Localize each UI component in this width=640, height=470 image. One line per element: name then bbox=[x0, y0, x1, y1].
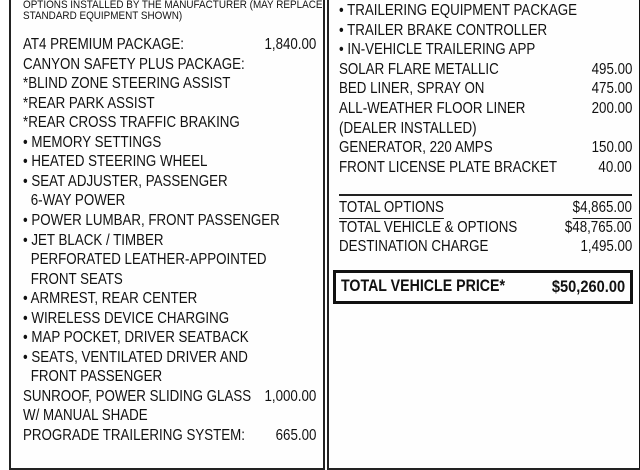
line-item: 6-WAY POWER bbox=[23, 191, 316, 211]
line-item: FRONT SEATS bbox=[23, 270, 316, 290]
divider bbox=[339, 194, 632, 196]
line-item: • POWER LUMBAR, FRONT PASSENGER bbox=[23, 211, 316, 231]
line-item-text: • SEATS, VENTILATED DRIVER AND bbox=[23, 348, 248, 366]
line-item-text: SUNROOF, POWER SLIDING GLASS bbox=[23, 387, 252, 405]
line-item-text: • IN-VEHICLE TRAILERING APP bbox=[339, 41, 536, 59]
line-item: ALL-WEATHER FLOOR LINER 200.00 bbox=[339, 99, 632, 119]
line-item: W/ MANUAL SHADE bbox=[23, 406, 316, 426]
line-item-text: • TRAILER BRAKE CONTROLLER bbox=[339, 21, 548, 39]
line-item-text: CANYON SAFETY PLUS PACKAGE: bbox=[23, 55, 245, 73]
line-item-text: • POWER LUMBAR, FRONT PASSENGER bbox=[23, 211, 280, 229]
options-header: OPTIONS INSTALLED BY THE MANUFACTURER (M… bbox=[23, 0, 323, 11]
line-item: • MAP POCKET, DRIVER SEATBACK bbox=[23, 328, 316, 348]
line-item: • SEATS, VENTILATED DRIVER AND bbox=[23, 348, 316, 368]
line-item: • IN-VEHICLE TRAILERING APP bbox=[339, 40, 632, 60]
line-item: SUNROOF, POWER SLIDING GLASS 1,000.00 bbox=[23, 387, 316, 407]
line-item: PROGRADE TRAILERING SYSTEM: 665.00 bbox=[23, 426, 316, 446]
total-price-label: TOTAL VEHICLE PRICE* bbox=[341, 277, 506, 295]
line-item-text: • SEAT ADJUSTER, PASSENGER bbox=[23, 172, 228, 190]
line-item-text: BED LINER, SPRAY ON bbox=[339, 80, 485, 98]
line-item: PERFORATED LEATHER-APPOINTED bbox=[23, 250, 316, 270]
line-item: • TRAILERING EQUIPMENT PACKAGE bbox=[339, 1, 632, 21]
line-item-text: 6-WAY POWER bbox=[30, 192, 126, 210]
line-item: BED LINER, SPRAY ON 475.00 bbox=[339, 79, 632, 99]
line-item: *REAR CROSS TRAFFIC BRAKING bbox=[23, 113, 316, 133]
total-price-amount: $50,260.00 bbox=[551, 277, 625, 296]
line-item: TOTAL OPTIONS $4,865.00 bbox=[339, 198, 632, 219]
line-item: • JET BLACK / TIMBER bbox=[23, 231, 316, 251]
line-item: GENERATOR, 220 AMPS 150.00 bbox=[339, 138, 632, 158]
line-item: • MEMORY SETTINGS bbox=[23, 133, 316, 153]
line-item: TOTAL VEHICLE & OPTIONS $48,765.00 bbox=[339, 218, 632, 238]
line-item: *BLIND ZONE STEERING ASSIST bbox=[23, 74, 316, 94]
options-panel-right: • TRAILERING EQUIPMENT PACKAGE • TRAILER … bbox=[327, 0, 640, 470]
line-item: *REAR PARK ASSIST bbox=[23, 94, 316, 114]
line-item-text: PERFORATED LEATHER-APPOINTED bbox=[30, 251, 267, 269]
line-item-amount: 1,840.00 bbox=[264, 36, 316, 53]
line-item-text: *REAR CROSS TRAFFIC BRAKING bbox=[23, 114, 240, 132]
line-item-text: *BLIND ZONE STEERING ASSIST bbox=[23, 75, 231, 93]
line-item-amount: 475.00 bbox=[591, 80, 632, 98]
line-item-text: • MAP POCKET, DRIVER SEATBACK bbox=[23, 329, 249, 347]
line-item: FRONT LICENSE PLATE BRACKET 40.00 bbox=[339, 158, 632, 178]
line-item: • TRAILER BRAKE CONTROLLER bbox=[339, 21, 632, 41]
line-item-amount: 40.00 bbox=[598, 158, 632, 176]
total-vehicle-price-box: TOTAL VEHICLE PRICE* $50,260.00 bbox=[333, 270, 633, 304]
line-item-text: • MEMORY SETTINGS bbox=[23, 133, 162, 151]
line-item-text: W/ MANUAL SHADE bbox=[23, 407, 148, 425]
line-item-text: (DEALER INSTALLED) bbox=[339, 119, 477, 137]
line-item-text: • ARMREST, REAR CENTER bbox=[23, 290, 198, 308]
line-item-text: *REAR PARK ASSIST bbox=[23, 94, 155, 112]
line-item-text: GENERATOR, 220 AMPS bbox=[339, 139, 493, 157]
line-item-amount: 1,495.00 bbox=[580, 238, 632, 256]
line-item: AT4 PREMIUM PACKAGE: 1,840.00 bbox=[23, 35, 316, 55]
line-item-text: TOTAL VEHICLE & OPTIONS bbox=[339, 218, 518, 236]
line-item-text: • TRAILERING EQUIPMENT PACKAGE bbox=[339, 2, 578, 19]
line-item-text: • WIRELESS DEVICE CHARGING bbox=[23, 309, 230, 327]
line-item-text: FRONT SEATS bbox=[30, 270, 123, 288]
line-item-amount: 665.00 bbox=[275, 427, 316, 444]
line-item-text: PROGRADE TRAILERING SYSTEM: bbox=[23, 427, 245, 444]
line-item-amount: 200.00 bbox=[591, 100, 632, 117]
line-item: • WIRELESS DEVICE CHARGING bbox=[23, 309, 316, 329]
line-item: FRONT PASSENGER bbox=[23, 367, 316, 387]
line-item-amount: 495.00 bbox=[591, 60, 632, 78]
line-item-text: FRONT PASSENGER bbox=[30, 368, 163, 386]
line-item: CANYON SAFETY PLUS PACKAGE: bbox=[23, 55, 316, 75]
line-item-amount: $4,865.00 bbox=[572, 198, 632, 219]
options-panel-left: OPTIONS INSTALLED BY THE MANUFACTURER (M… bbox=[9, 0, 325, 470]
line-item: • ARMREST, REAR CENTER bbox=[23, 289, 316, 309]
options-header: STANDARD EQUIPMENT SHOWN) bbox=[23, 10, 183, 22]
line-item: (DEALER INSTALLED) bbox=[339, 119, 632, 139]
line-item-text: • JET BLACK / TIMBER bbox=[23, 231, 164, 249]
line-item-text: SOLAR FLARE METALLIC bbox=[339, 60, 499, 78]
line-item: SOLAR FLARE METALLIC 495.00 bbox=[339, 60, 632, 80]
line-item-amount: 1,000.00 bbox=[264, 387, 316, 405]
line-item-amount: 150.00 bbox=[591, 139, 632, 157]
line-item-text: ALL-WEATHER FLOOR LINER bbox=[339, 100, 526, 117]
line-item-text: TOTAL OPTIONS bbox=[339, 198, 444, 219]
line-item-text: AT4 PREMIUM PACKAGE: bbox=[23, 36, 184, 53]
line-item: • SEAT ADJUSTER, PASSENGER bbox=[23, 172, 316, 192]
line-item: DESTINATION CHARGE 1,495.00 bbox=[339, 237, 632, 257]
line-item-text: DESTINATION CHARGE bbox=[339, 238, 489, 256]
line-item: • HEATED STEERING WHEEL bbox=[23, 152, 316, 172]
line-item-amount: $48,765.00 bbox=[565, 218, 632, 236]
line-item-text: FRONT LICENSE PLATE BRACKET bbox=[339, 158, 558, 176]
line-item-text: • HEATED STEERING WHEEL bbox=[23, 153, 208, 171]
